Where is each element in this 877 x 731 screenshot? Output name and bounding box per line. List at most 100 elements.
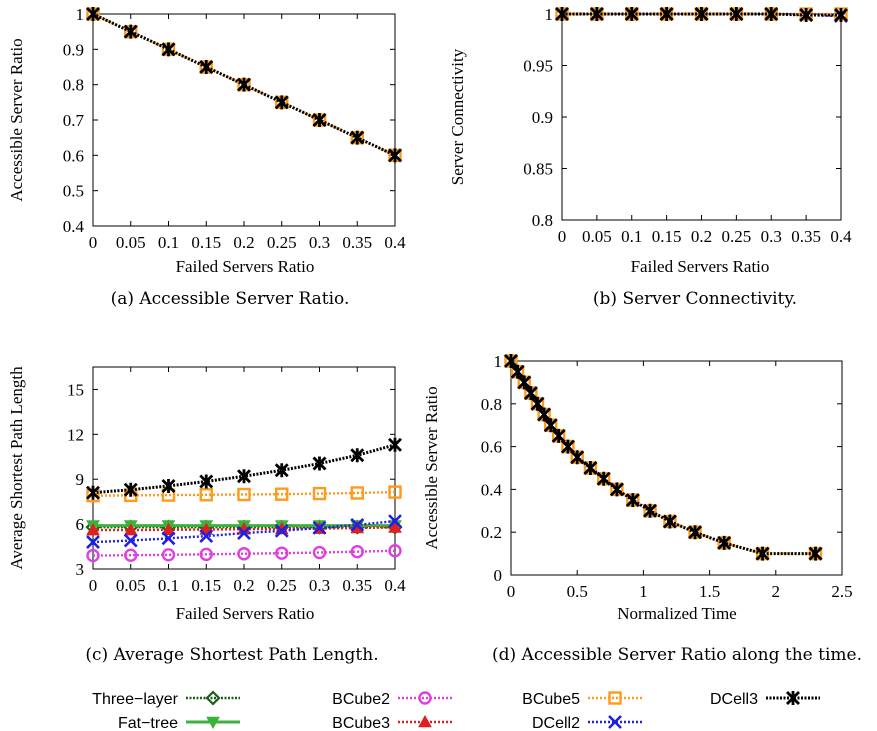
data-point-dcell3	[717, 535, 732, 550]
legend-item-bcube3: BCube3	[332, 714, 452, 731]
series-dcell3	[86, 437, 402, 500]
data-point-dcell3	[123, 482, 138, 497]
data-point-dcell3	[570, 450, 585, 465]
y-tick-label: 0.85	[523, 160, 553, 179]
y-tick-label: 0.6	[481, 438, 502, 457]
y-tick-label: 0.8	[63, 76, 84, 95]
data-point-dcell2	[237, 526, 251, 541]
y-tick-label: 0.2	[481, 523, 502, 542]
data-point-dcell3	[517, 375, 532, 390]
data-point-dcell3	[350, 448, 365, 463]
x-tick-label: 0.3	[309, 576, 330, 595]
legend-label: Fat−tree	[118, 715, 178, 731]
x-tick-label: 2	[772, 582, 781, 601]
data-point-dcell3	[86, 485, 100, 500]
data-point-bcube2	[161, 548, 176, 562]
data-point-bcube5	[312, 486, 327, 501]
data-point-bcube3	[161, 522, 176, 536]
chart-b: 0 0.05 0.1 0.15 0.2 0.25 0.3 0.35 0.4 0.8 0.85 0.9 0…	[448, 5, 852, 309]
data-point-dcell3	[274, 463, 289, 478]
y-tick-label: 0.6	[63, 146, 84, 165]
y-axis-label: Average Shortest Path Length	[7, 366, 26, 570]
x-tick-label: 0.25	[267, 233, 297, 252]
y-axis-label: Server Connectivity	[448, 48, 467, 185]
series-dcell3	[555, 7, 848, 23]
data-point-dcell3	[624, 7, 639, 21]
data-point-dcell3	[510, 364, 525, 379]
chart-caption: (d) Accessible Server Ratio along the ti…	[492, 645, 862, 665]
series-line-bcube5	[92, 490, 396, 497]
data-point-dcell3	[764, 7, 779, 21]
x-tick-label: 0.4	[384, 233, 406, 252]
x-tick-label: 0.15	[191, 576, 221, 595]
data-point-bcube5	[199, 488, 213, 502]
data-point-dcell3	[625, 493, 640, 508]
data-point-dcell3	[834, 8, 848, 23]
y-tick-label: 0	[494, 566, 503, 585]
x-tick-label: 0.35	[342, 233, 372, 252]
legend-label: BCube3	[332, 715, 390, 731]
legend-item-dcell2: DCell2	[532, 715, 642, 731]
y-tick-label: 0.8	[481, 395, 502, 414]
x-tick-label: 0.5	[567, 582, 588, 601]
legend-marker-dcell2	[608, 715, 622, 729]
x-axis-label: Normalized Time	[617, 604, 736, 623]
data-point-bcube2	[312, 545, 327, 560]
data-point-dcell3	[86, 7, 100, 21]
legend-label: DCell2	[532, 715, 580, 731]
legend-item-bcube5: BCube5	[522, 691, 642, 708]
data-point-dcell3	[350, 130, 365, 145]
x-tick-label: 0.05	[582, 227, 612, 246]
legend-label: BCube5	[522, 691, 580, 708]
y-tick-label: 0.4	[63, 217, 85, 236]
y-axis-label: Accessible Server Ratio	[7, 38, 26, 201]
y-tick-label: 0.7	[63, 111, 85, 130]
series-bcube5	[504, 354, 823, 561]
x-tick-label: 0	[558, 227, 567, 246]
x-tick-label: 0.1	[158, 576, 179, 595]
data-point-dcell3	[312, 113, 327, 127]
x-tick-label: 2.5	[831, 582, 852, 601]
data-point-bcube2	[350, 544, 364, 559]
plot-frame	[92, 366, 396, 570]
x-tick-label: 0.25	[722, 227, 752, 246]
x-tick-label: 1	[639, 582, 648, 601]
x-tick-label: 0	[89, 233, 98, 252]
data-point-dcell3	[123, 24, 138, 39]
x-tick-label: 0.4	[384, 576, 406, 595]
data-point-dcell3	[530, 396, 545, 411]
data-point-dcell2	[123, 533, 138, 548]
data-point-bcube2	[388, 544, 402, 558]
y-tick-label: 0.5	[63, 182, 84, 201]
y-tick-label: 0.8	[532, 211, 553, 230]
data-point-bcube5	[237, 487, 251, 502]
series-bcube2	[86, 544, 402, 563]
series-dcell2	[86, 514, 402, 549]
legend-marker-fat_tree	[206, 716, 220, 730]
data-point-dcell3	[643, 503, 658, 518]
data-point-dcell2	[274, 523, 289, 538]
data-point-bcube2	[237, 547, 251, 561]
legend-item-dcell3: DCell3	[710, 691, 820, 708]
data-point-dcell3	[688, 525, 703, 540]
data-point-bcube5	[388, 485, 402, 499]
data-point-bcube3	[388, 520, 402, 533]
x-tick-label: 0	[89, 576, 98, 595]
data-point-dcell3	[312, 456, 327, 471]
chart-caption: (c) Average Shortest Path Length.	[85, 645, 378, 665]
y-tick-label: 1	[545, 5, 554, 24]
x-tick-label: 0.35	[791, 227, 821, 246]
data-point-dcell3	[555, 7, 569, 21]
data-point-dcell3	[755, 546, 770, 561]
legend-label: BCube2	[332, 691, 390, 708]
data-point-dcell2	[199, 529, 214, 544]
legend-label: DCell3	[710, 691, 758, 708]
x-tick-label: 0.2	[233, 233, 254, 252]
plot-frame	[510, 360, 843, 576]
data-point-dcell3	[583, 461, 598, 475]
data-point-dcell3	[504, 354, 518, 368]
data-point-dcell3	[199, 60, 214, 74]
y-tick-label: 0.95	[523, 57, 553, 76]
x-axis-label: Failed Servers Ratio	[176, 604, 315, 623]
x-tick-label: 0.15	[191, 233, 221, 252]
